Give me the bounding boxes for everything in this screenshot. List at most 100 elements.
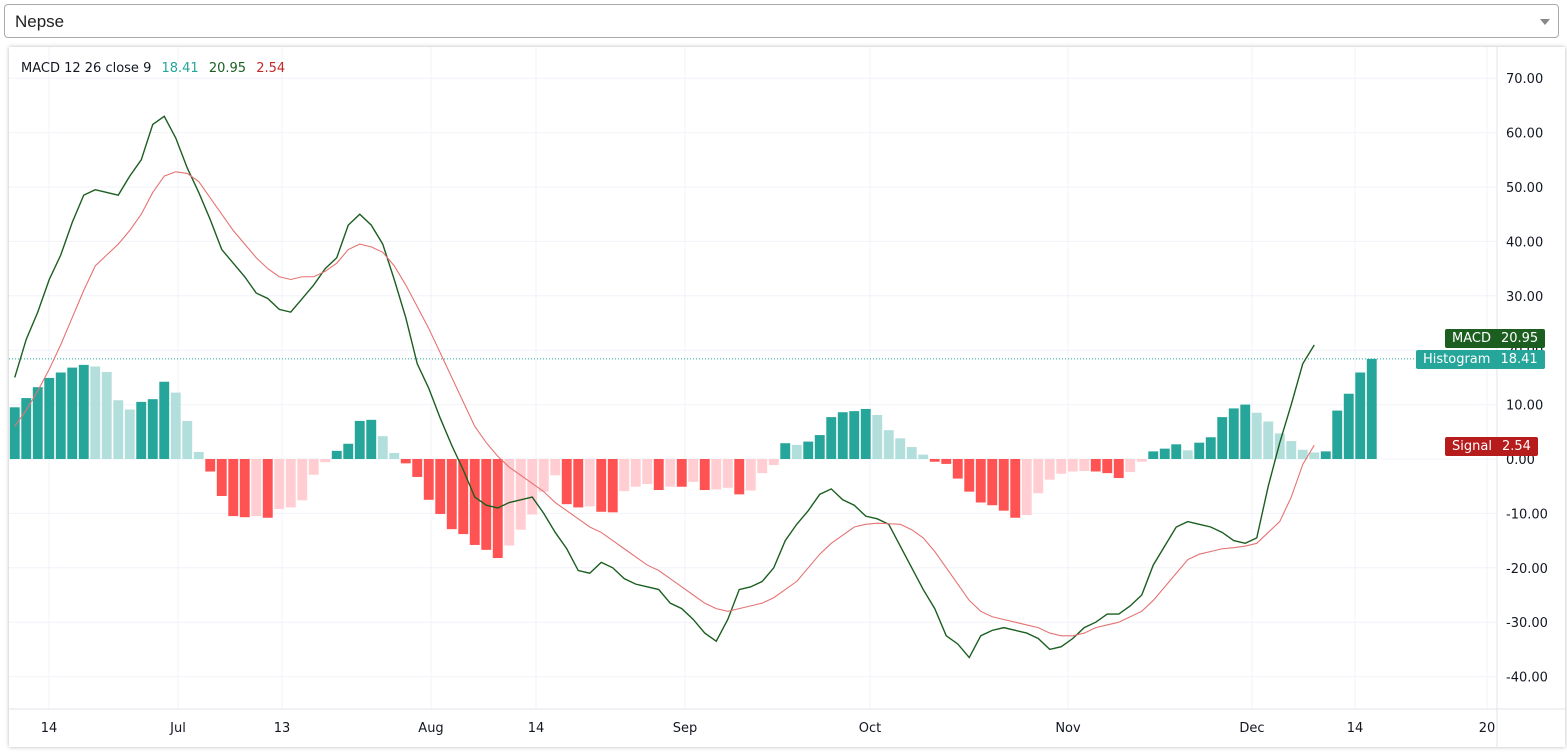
histogram-bar [1136,459,1147,462]
histogram-bar [573,459,584,508]
legend-histogram-value: 18.41 [161,61,199,76]
histogram-bar [676,459,687,487]
y-tick-label: -10.00 [1506,507,1548,522]
histogram-bar [1194,442,1205,459]
signal-badge-label: Signal [1452,439,1492,454]
y-tick-label: 50.00 [1506,181,1543,196]
histogram-bar [952,459,963,479]
histogram-bar [1217,417,1228,459]
histogram-bar [1251,412,1262,459]
x-tick-label: 20 [1479,721,1496,736]
histogram-badge-label: Histogram [1423,352,1491,367]
time-axis: 14 Jul 13 Aug 14 Sep Oct Nov Dec 14 20 [41,721,1496,736]
histogram-bar [883,430,894,459]
histogram-bar [814,435,825,459]
histogram-bar [1355,372,1366,459]
histogram-bar [55,372,66,459]
signal-line [14,171,1315,637]
histogram-bar [1182,450,1193,459]
histogram-bar [1240,404,1251,459]
histogram-bar [1102,459,1113,474]
histogram-badge-value: 18.41 [1500,352,1538,367]
histogram-bar [665,459,676,487]
histogram-bar [285,459,296,508]
histogram-price-badge: Histogram 18.41 [1416,350,1545,369]
histogram-bar [895,438,906,459]
histogram-bar [941,459,952,464]
y-tick-label: 60.00 [1506,127,1543,142]
histogram-bar [354,420,365,459]
symbol-dropdown[interactable]: Nepse [4,4,1559,38]
histogram-bar [596,459,607,512]
x-tick-label: Aug [418,721,443,736]
x-tick-label: 14 [1347,721,1364,736]
histogram-bar [561,459,572,505]
histogram-bar [768,459,779,465]
histogram-bar [446,459,457,530]
histogram-bar [849,411,860,459]
histogram-bar [1332,410,1343,459]
histogram-bar [1286,441,1297,459]
histogram-bar [366,419,377,459]
x-tick-label: Jul [169,721,186,736]
chevron-down-icon[interactable] [1540,19,1550,25]
histogram-bar [67,367,78,459]
legend-macd-value: 20.95 [208,61,247,76]
histogram-bar [584,459,595,507]
price-axis: 70.0060.0050.0040.0030.0020.0010.000.00-… [1506,72,1548,685]
macd-chart[interactable]: 70.0060.0050.0040.0030.0020.0010.000.00-… [9,47,1565,747]
histogram-bar [44,377,55,459]
histogram-bar [308,459,319,475]
histogram-bar [1309,452,1320,459]
histogram-bar [469,459,480,545]
histogram-bar [274,459,285,510]
histogram-bar [216,459,227,496]
histogram-bar [699,459,710,491]
histogram-bar [722,459,733,488]
histogram-bar [780,443,791,459]
histogram-bar [964,459,975,492]
y-tick-label: -20.00 [1506,562,1548,577]
grid-lines [9,47,1497,709]
histogram-bar [734,459,745,495]
y-tick-label: 30.00 [1506,290,1543,305]
x-tick-label: Dec [1239,721,1264,736]
histogram-bar [906,447,917,459]
histogram-bar [1113,459,1124,479]
histogram-bar [320,459,331,463]
x-tick-label: 13 [274,721,291,736]
histogram-bar [929,459,940,462]
histogram-bar [1320,451,1331,459]
histogram-bar [78,364,89,459]
histogram-bars [9,358,1497,559]
histogram-bar [1228,408,1239,459]
indicator-lines [14,115,1315,659]
x-tick-label: 14 [41,721,58,736]
chart-panel[interactable]: 70.0060.0050.0040.0030.0020.0010.000.00-… [9,47,1565,747]
histogram-bar [113,400,124,459]
indicator-legend[interactable]: MACD 12 26 close 9 18.41 20.95 2.54 [21,61,291,76]
histogram-bar [1067,459,1078,472]
y-tick-label: -30.00 [1506,616,1548,631]
histogram-bar [458,459,469,535]
histogram-bar [228,459,239,517]
legend-signal-value: 2.54 [256,61,286,76]
histogram-bar [711,459,722,490]
y-tick-label: 40.00 [1506,235,1543,250]
histogram-bar [826,417,837,459]
histogram-bar [90,366,101,459]
x-tick-label: 14 [528,721,545,736]
histogram-bar [170,392,181,459]
histogram-bar [1033,459,1044,494]
histogram-bar [918,454,929,459]
signal-badge-value: 2.54 [1501,439,1531,454]
histogram-bar [101,371,112,459]
y-tick-label: 0.00 [1506,453,1535,468]
histogram-bar [630,459,641,487]
histogram-bar [1205,437,1216,459]
y-tick-label: 70.00 [1506,72,1543,87]
histogram-bar [998,459,1009,511]
histogram-bar [124,409,135,459]
histogram-bar [538,459,549,492]
histogram-bar [1366,358,1377,459]
